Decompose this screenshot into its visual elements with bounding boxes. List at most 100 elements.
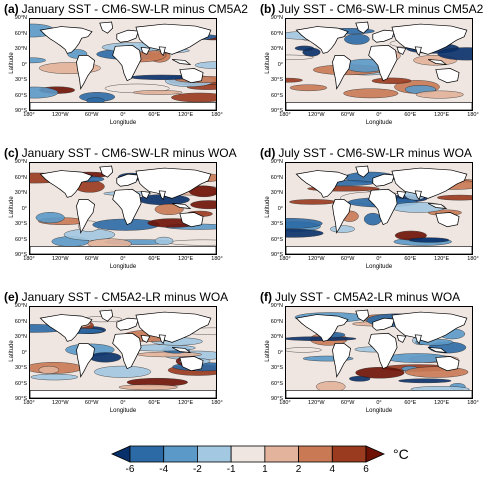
panel-title-text: July SST - CM6-SW-LR minus WOA [278,146,472,160]
longitude-tick: 180° [23,256,35,262]
colorbar-tick: 6 [363,464,369,475]
longitude-tick: 60°E [404,400,417,406]
x-axis-title: Longitude [365,120,393,126]
longitude-tick: 0° [376,400,382,406]
latitude-tick: 30°S [15,365,27,371]
latitude-tick: 60°S [15,380,27,387]
colorbar-swatches [111,445,385,463]
latitude-tick: 60°N [14,30,27,37]
longitude-tick: 180° [279,400,291,406]
longitude-tick: 180° [211,400,223,406]
colorbar-tick: -6 [125,464,135,475]
latitude-tick-labels: 90°N 60°N 30°N 0° 30°S 60°S 90°S [258,303,283,402]
longitude-tick: 60°W [340,112,355,118]
map-panel: (a) January SST - CM6-SW-LR minus CM5A2 90… [2,2,248,128]
x-axis-title: Longitude [365,264,393,270]
map-panel: (e) January SST - CM5A2-LR minus WOA 90°N 6… [2,290,228,416]
latitude-tick: 0° [21,61,27,68]
latitude-tick-labels: 90°N 60°N 30°N 0° 30°S 60°S 90°S [258,15,283,114]
longitude-tick: 180° [467,400,479,406]
latitude-tick: 60°N [14,174,27,181]
colorbar-tick: 1 [262,464,268,475]
longitude-tick: 0° [120,256,126,262]
longitude-tick-labels: 180° 120°W 60°W 0° 60°E 120°E 180° [279,112,478,120]
longitude-tick-labels: 180° 120°W 60°W 0° 60°E 120°E 180° [23,400,222,408]
colorbar-swatch [331,445,367,463]
colorbar-tick: -4 [159,464,169,475]
sst-difference-map [29,18,217,111]
latitude-tick: 30°S [271,77,283,83]
latitude-tick: 60°N [270,30,283,37]
panel-title-text: January SST - CM5A2-LR minus WOA [21,290,229,304]
longitude-tick-labels: 180° 120°W 60°W 0° 60°E 120°E 180° [279,400,478,408]
map-panel: (b) July SST - CM6-SW-LR minus CM5A2 90°N 6… [258,2,483,128]
latitude-tick-labels: 90°N 60°N 30°N 0° 30°S 60°S 90°S [2,15,27,114]
colorbar-swatch [129,445,165,463]
longitude-tick: 60°E [148,112,161,118]
latitude-tick: 60°S [15,236,27,243]
panel-title: (c) January SST - CM6-SW-LR minus WOA [4,146,237,160]
latitude-tick: 30°S [15,77,27,83]
sst-difference-map [29,162,217,255]
longitude-tick: 120°W [308,400,325,406]
latitude-tick: 90°S [271,252,283,258]
latitude-tick: 0° [277,61,283,68]
longitude-tick: 60°W [340,400,355,406]
panel-title: (a) January SST - CM6-SW-LR minus CM5A2 [4,2,248,16]
longitude-tick: 0° [120,112,126,118]
longitude-tick: 120°W [308,256,325,262]
latitude-tick-labels: 90°N 60°N 30°N 0° 30°S 60°S 90°S [258,159,283,258]
latitude-tick: 60°N [14,318,27,325]
latitude-tick: 30°N [270,334,283,340]
longitude-tick: 120°W [52,112,69,118]
panel-tag: (c) [4,146,19,160]
latitude-tick: 90°N [14,159,27,165]
longitude-tick: 120°W [308,112,325,118]
latitude-tick-labels: 90°N 60°N 30°N 0° 30°S 60°S 90°S [2,303,27,402]
latitude-tick: 30°N [14,334,27,340]
latitude-tick: 60°N [270,318,283,325]
colorbar-high-arrow [365,445,385,463]
panel-tag: (e) [4,290,19,304]
panel-title-text: January SST - CM6-SW-LR minus WOA [21,146,237,160]
latitude-tick-labels: 90°N 60°N 30°N 0° 30°S 60°S 90°S [2,159,27,258]
longitude-tick: 120°E [434,112,450,118]
longitude-tick: 180° [467,112,479,118]
latitude-tick: 30°N [270,190,283,196]
longitude-tick: 60°W [84,400,99,406]
latitude-tick: 60°S [271,380,283,387]
longitude-tick: 60°E [404,112,417,118]
colorbar-swatch [230,445,266,463]
sst-difference-map [285,18,473,111]
latitude-tick: 60°N [270,174,283,181]
longitude-tick: 180° [467,256,479,262]
longitude-tick-labels: 180° 120°W 60°W 0° 60°E 120°E 180° [279,256,478,264]
longitude-tick: 60°W [340,256,355,262]
latitude-tick: 90°N [14,15,27,21]
longitude-tick: 0° [376,112,382,118]
latitude-tick: 90°S [15,396,27,402]
longitude-tick-labels: 180° 120°W 60°W 0° 60°E 120°E 180° [23,256,222,264]
latitude-tick: 30°N [270,46,283,52]
longitude-tick: 0° [120,400,126,406]
panel-tag: (d) [260,146,276,160]
latitude-tick: 30°N [14,46,27,52]
latitude-tick: 0° [21,349,27,356]
latitude-tick: 90°N [270,303,283,309]
longitude-tick: 120°W [52,256,69,262]
longitude-tick: 180° [279,112,291,118]
colorbar-labels: -6 -4 -2 -1 1 2 4 6 [112,464,384,476]
latitude-tick: 0° [277,349,283,356]
y-axis-title: Latitude [265,340,271,362]
longitude-tick: 180° [211,256,223,262]
longitude-tick: 60°W [84,256,99,262]
longitude-tick: 120°E [178,256,194,262]
y-axis-title: Latitude [9,196,15,218]
x-axis-title: Longitude [109,408,137,414]
y-axis-title: Latitude [9,340,15,362]
y-axis-title: Latitude [9,52,15,74]
longitude-tick: 180° [211,112,223,118]
x-axis-title: Longitude [365,408,393,414]
y-axis-title: Latitude [265,52,271,74]
latitude-tick: 90°S [15,108,27,114]
